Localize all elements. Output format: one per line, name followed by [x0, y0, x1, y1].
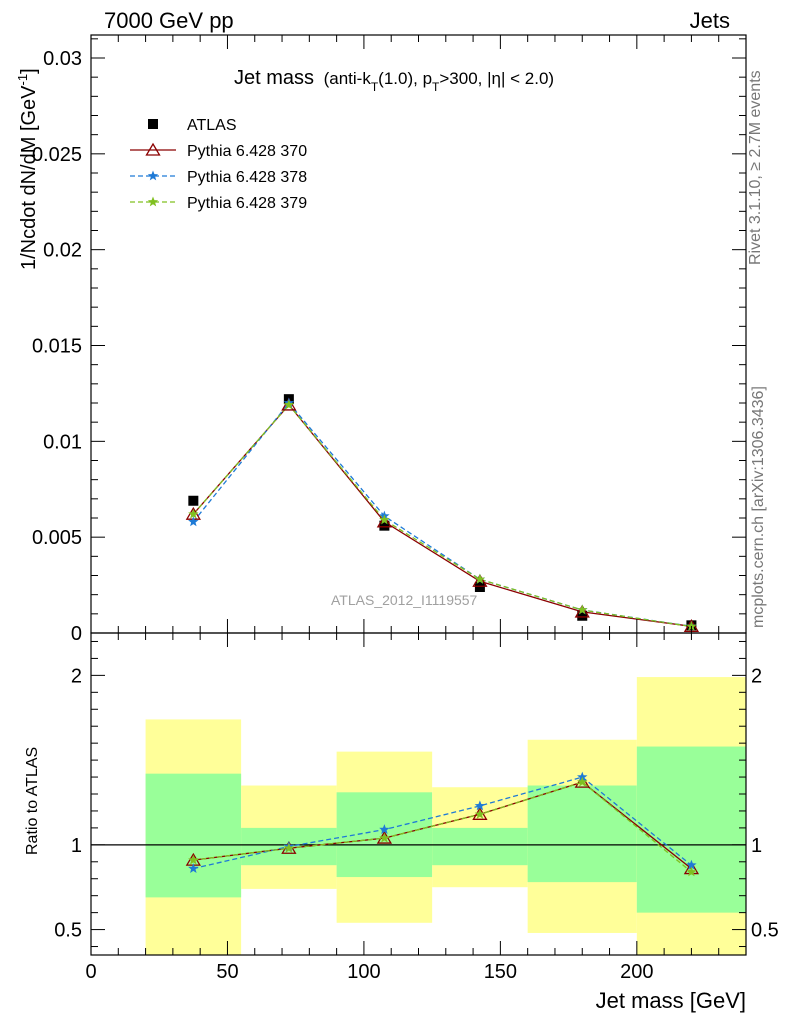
main-point-p379-0	[188, 508, 199, 519]
ratio-point-p378-0	[188, 863, 199, 873]
main-point-data-0	[188, 495, 199, 506]
main-line-p379	[192, 403, 692, 628]
header-right: Jets	[690, 8, 730, 33]
x-axis-label: Jet mass [GeV]	[596, 988, 746, 1013]
main-y-tick-label: 0.005	[32, 527, 82, 549]
main-point-data-3	[474, 582, 485, 592]
ratio-y-tick-label-left: 2	[71, 665, 82, 687]
legend-marker-p379	[147, 196, 159, 207]
ratio-y-tick-label-right: 2	[751, 665, 762, 687]
x-tick-label: 100	[347, 961, 380, 983]
main-point-p379-5	[686, 621, 697, 631]
main-point-p379-4	[577, 604, 588, 615]
plot-title-cut-open: (anti-k	[324, 69, 372, 88]
green-band-5	[636, 746, 746, 913]
legend-label-p378: Pythia 6.428 378	[187, 169, 307, 186]
main-y-tick-label: 0	[71, 623, 82, 645]
main-y-axis-label-close: ]	[18, 68, 40, 74]
main-y-tick-label: 0.03	[43, 48, 82, 70]
x-tick-label: 200	[620, 961, 653, 983]
green-band-0	[145, 773, 242, 898]
ratio-point-p378-2	[379, 824, 390, 834]
ratio-y-tick-label-left: 1	[71, 835, 82, 857]
ratio-point-p379-5	[686, 866, 697, 877]
main-y-tick-label: 0.025	[32, 144, 82, 166]
main-point-data-2	[379, 520, 390, 531]
ratio-point-p379-1	[283, 842, 295, 853]
main-point-data-4	[577, 610, 588, 621]
plot-title-cut-sub1: T	[371, 80, 379, 94]
legend-label-data: ATLAS	[187, 117, 237, 134]
ratio-uncertainty-bands	[91, 677, 746, 955]
x-tick-label: 0	[85, 961, 96, 983]
plot-title: Jet mass (anti-kT(1.0), pT>300, |η| < 2.…	[234, 67, 554, 94]
main-y-tick-label: 0.01	[43, 431, 82, 453]
ratio-y-tick-label-right: 0.5	[751, 920, 779, 942]
rivet-label: Rivet 3.1.10, ≥ 2.7M events	[747, 70, 764, 265]
ratio-point-p378-4	[577, 771, 588, 782]
main-y-tick-label: 0.02	[43, 240, 82, 262]
axis-ticks: 0 50 100 150 200 0.005 0.01 0.015 0.02 0.025 0.03 0…	[32, 35, 779, 983]
main-point-p378-0	[188, 516, 199, 527]
green-band-3	[432, 827, 528, 866]
ratio-point-p379-0	[188, 854, 199, 865]
main-point-p370-2	[376, 514, 393, 528]
x-tick-label: 50	[216, 961, 238, 983]
main-y-axis-label-text: 1/Ncdot dN/dM [GeV	[18, 85, 40, 270]
ratio-point-p379-3	[474, 808, 486, 819]
legend-marker-data	[148, 119, 158, 129]
header-left: 7000 GeV pp	[104, 8, 234, 33]
main-y-axis-label-sup: -1	[15, 74, 30, 86]
ratio-y-tick-label-right: 1	[751, 835, 762, 857]
legend-marker-p370	[145, 142, 161, 156]
green-band-4	[527, 785, 637, 883]
main-y-axis-label: 1/Ncdot dN/dM [GeV-1]	[15, 68, 40, 270]
plot-title-main: Jet mass	[234, 67, 314, 89]
plot-title-cut-mid: (1.0), p	[378, 69, 432, 88]
main-series	[185, 394, 700, 632]
main-point-p379-3	[474, 573, 486, 584]
main-point-p370-3	[472, 573, 488, 587]
x-tick-label: 150	[484, 961, 517, 983]
ratio-point-p379-4	[577, 776, 588, 787]
mcplots-label: mcplots.cern.ch [arXiv:1306.3436]	[750, 386, 767, 628]
ratio-y-axis-label: Ratio to ATLAS	[24, 747, 41, 855]
main-point-p379-2	[379, 514, 390, 525]
legend-marker-p378	[147, 170, 159, 181]
legend-label-p370: Pythia 6.428 370	[187, 143, 307, 160]
analysis-watermark: ATLAS_2012_I1119557	[331, 592, 478, 608]
main-y-tick-label: 0.015	[32, 336, 82, 358]
ratio-y-tick-label-left: 0.5	[54, 920, 82, 942]
main-point-p370-4	[574, 604, 590, 618]
ratio-line-p379	[193, 781, 692, 873]
plot-title-cut-sub2: T	[432, 80, 440, 94]
legend-label-p379: Pythia 6.428 379	[187, 195, 307, 212]
ratio-series	[185, 771, 700, 877]
ratio-point-p379-2	[379, 832, 390, 843]
ratio-point-p378-5	[686, 859, 697, 870]
ratio-point-p378-3	[474, 800, 486, 811]
legend: ATLAS Pythia 6.428 370 Pythia 6.428 378 Pyt…	[130, 117, 307, 212]
main-point-p379-1	[283, 399, 295, 410]
plot-title-cut-end: >300, |η| < 2.0)	[439, 69, 554, 88]
